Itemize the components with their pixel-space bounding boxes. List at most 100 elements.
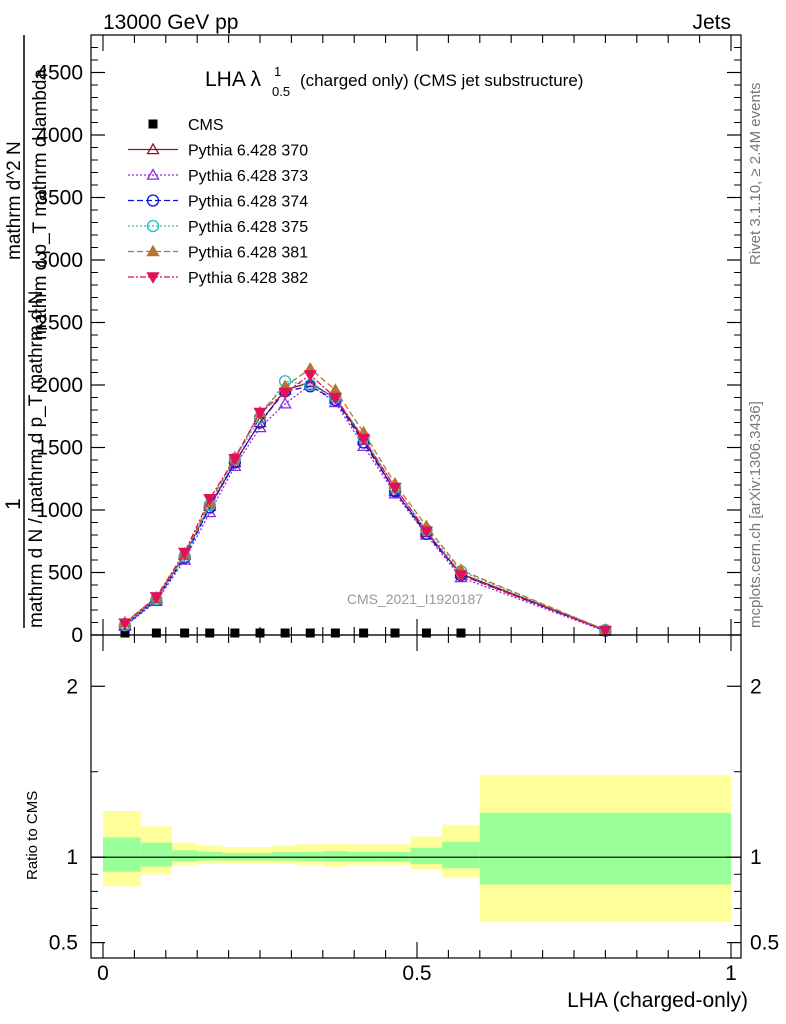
data-point	[278, 387, 292, 400]
series-cms	[120, 628, 466, 638]
ratio-band-inner	[322, 851, 348, 862]
data-point	[330, 628, 340, 638]
main-ytick-label: 4000	[36, 124, 83, 147]
data-point	[305, 628, 315, 638]
data-point	[280, 628, 290, 638]
ratio-band-inner	[140, 842, 173, 867]
data-point	[180, 628, 190, 638]
main-ytick-label: 1500	[36, 437, 83, 460]
data-point	[230, 628, 240, 638]
series-line	[124, 381, 606, 631]
ratio-band-inner	[172, 850, 198, 862]
data-point	[255, 628, 265, 638]
data-point	[328, 392, 342, 405]
legend-label: Pythia 6.428 373	[188, 168, 308, 185]
ratio-x-axis: 0 0.5 1	[97, 635, 737, 985]
main-ytick-label: 1000	[36, 499, 83, 522]
plot-title-sup: 1	[274, 64, 281, 79]
legend-label: Pythia 6.428 374	[188, 194, 308, 211]
data-point	[454, 570, 468, 582]
legend-item: CMS	[148, 117, 224, 134]
data-point	[203, 493, 217, 506]
main-ytick-label: 500	[48, 562, 83, 585]
ratio-plot-frame	[90, 634, 742, 959]
main-ytick-label: 2500	[36, 312, 83, 335]
x-axis-label: LHA (charged-only)	[567, 989, 748, 1012]
data-point	[205, 628, 215, 638]
ratio-band-inner	[197, 852, 223, 861]
main-x-axis-ticks	[102, 35, 732, 635]
data-point	[149, 592, 164, 604]
data-point	[359, 628, 369, 638]
legend-label: CMS	[188, 117, 224, 134]
legend-marker	[148, 119, 158, 129]
ratio-band-inner	[479, 812, 731, 885]
plot-title-prefix: LHA λ	[205, 68, 262, 91]
legend-marker	[146, 142, 160, 155]
series-pythia-6-428-382	[118, 370, 613, 638]
main-ytick-label: 4500	[36, 62, 83, 85]
xtick-label: 1	[725, 962, 737, 985]
xtick-label: 0	[97, 962, 109, 985]
data-point	[421, 628, 431, 638]
legend-item: Pythia 6.428 382	[128, 270, 308, 287]
legend-marker	[146, 194, 160, 207]
xtick-label: 0.5	[402, 962, 431, 985]
series-line	[124, 380, 606, 631]
mcplots-label: mcplots.cern.ch [arXiv:1306.3436]	[747, 401, 764, 628]
data-point	[228, 453, 242, 466]
data-point	[356, 433, 371, 446]
series-line	[124, 374, 606, 632]
ratio-band-inner	[103, 837, 141, 872]
legend-item: Pythia 6.428 374	[128, 194, 308, 211]
legend-label: Pythia 6.428 381	[188, 245, 308, 262]
legend-marker	[146, 244, 160, 257]
legend-item: Pythia 6.428 373	[128, 168, 308, 185]
legend-marker	[146, 219, 160, 233]
legend-item: Pythia 6.428 375	[128, 219, 308, 236]
data-point	[151, 628, 161, 638]
legend-item: Pythia 6.428 381	[128, 245, 308, 262]
main-ytick-label: 0	[71, 624, 83, 647]
data-point	[120, 628, 130, 638]
main-y-label: 1 mathrm d N / mathrm d p_T mathrm d N m…	[2, 35, 51, 628]
analysis-watermark: CMS_2021_I1920187	[347, 591, 483, 607]
ylabel-den-bot: mathrm d p_T mathrm d lambda	[30, 69, 51, 340]
legend-label: Pythia 6.428 382	[188, 270, 308, 287]
data-point	[253, 407, 267, 420]
legend-label: Pythia 6.428 370	[188, 143, 308, 160]
main-series-group	[118, 361, 613, 638]
ratio-bands	[103, 775, 731, 923]
data-point	[388, 486, 402, 499]
ratio-band-inner	[442, 841, 480, 869]
ratio-ytick-label-right: 2	[750, 675, 762, 698]
plot-title-sub: 0.5	[272, 84, 290, 99]
ratio-band-inner	[410, 847, 443, 865]
data-point	[388, 482, 402, 495]
plot-title-suffix: (charged only) (CMS jet substructure)	[300, 71, 583, 90]
data-point	[118, 618, 132, 630]
rivet-label: Rivet 3.1.10, ≥ 2.4M events	[747, 83, 764, 266]
ratio-ytick-label: 0.5	[49, 932, 78, 955]
ylabel-main: mathrm d N / mathrm d p_T mathrm d N	[26, 290, 47, 628]
header-right: Jets	[692, 11, 731, 34]
data-point	[228, 459, 242, 472]
main-y-axis: 0 500 1000 1500 2000 2500 3000 3500 4000 4500	[36, 47, 741, 647]
legend-marker	[146, 272, 160, 284]
legend-label: Pythia 6.428 375	[188, 219, 308, 236]
data-point	[178, 547, 192, 560]
header-left: 13000 GeV pp	[103, 11, 238, 34]
legend-marker	[146, 168, 160, 180]
series-line	[124, 384, 606, 632]
main-ytick-label: 2000	[36, 374, 83, 397]
main-ytick-label: 3500	[36, 187, 83, 210]
data-point	[390, 628, 400, 638]
data-point	[419, 526, 434, 539]
legend: CMS Pythia 6.428 370 Pythia 6.428 373 Pythi…	[128, 117, 308, 287]
ratio-ytick-label-right: 0.5	[750, 932, 779, 955]
ratio-ytick-label: 1	[66, 846, 78, 869]
data-point	[598, 625, 613, 638]
ylabel-den-top: mathrm d^2 N	[4, 141, 25, 260]
ratio-band-inner	[272, 852, 298, 861]
